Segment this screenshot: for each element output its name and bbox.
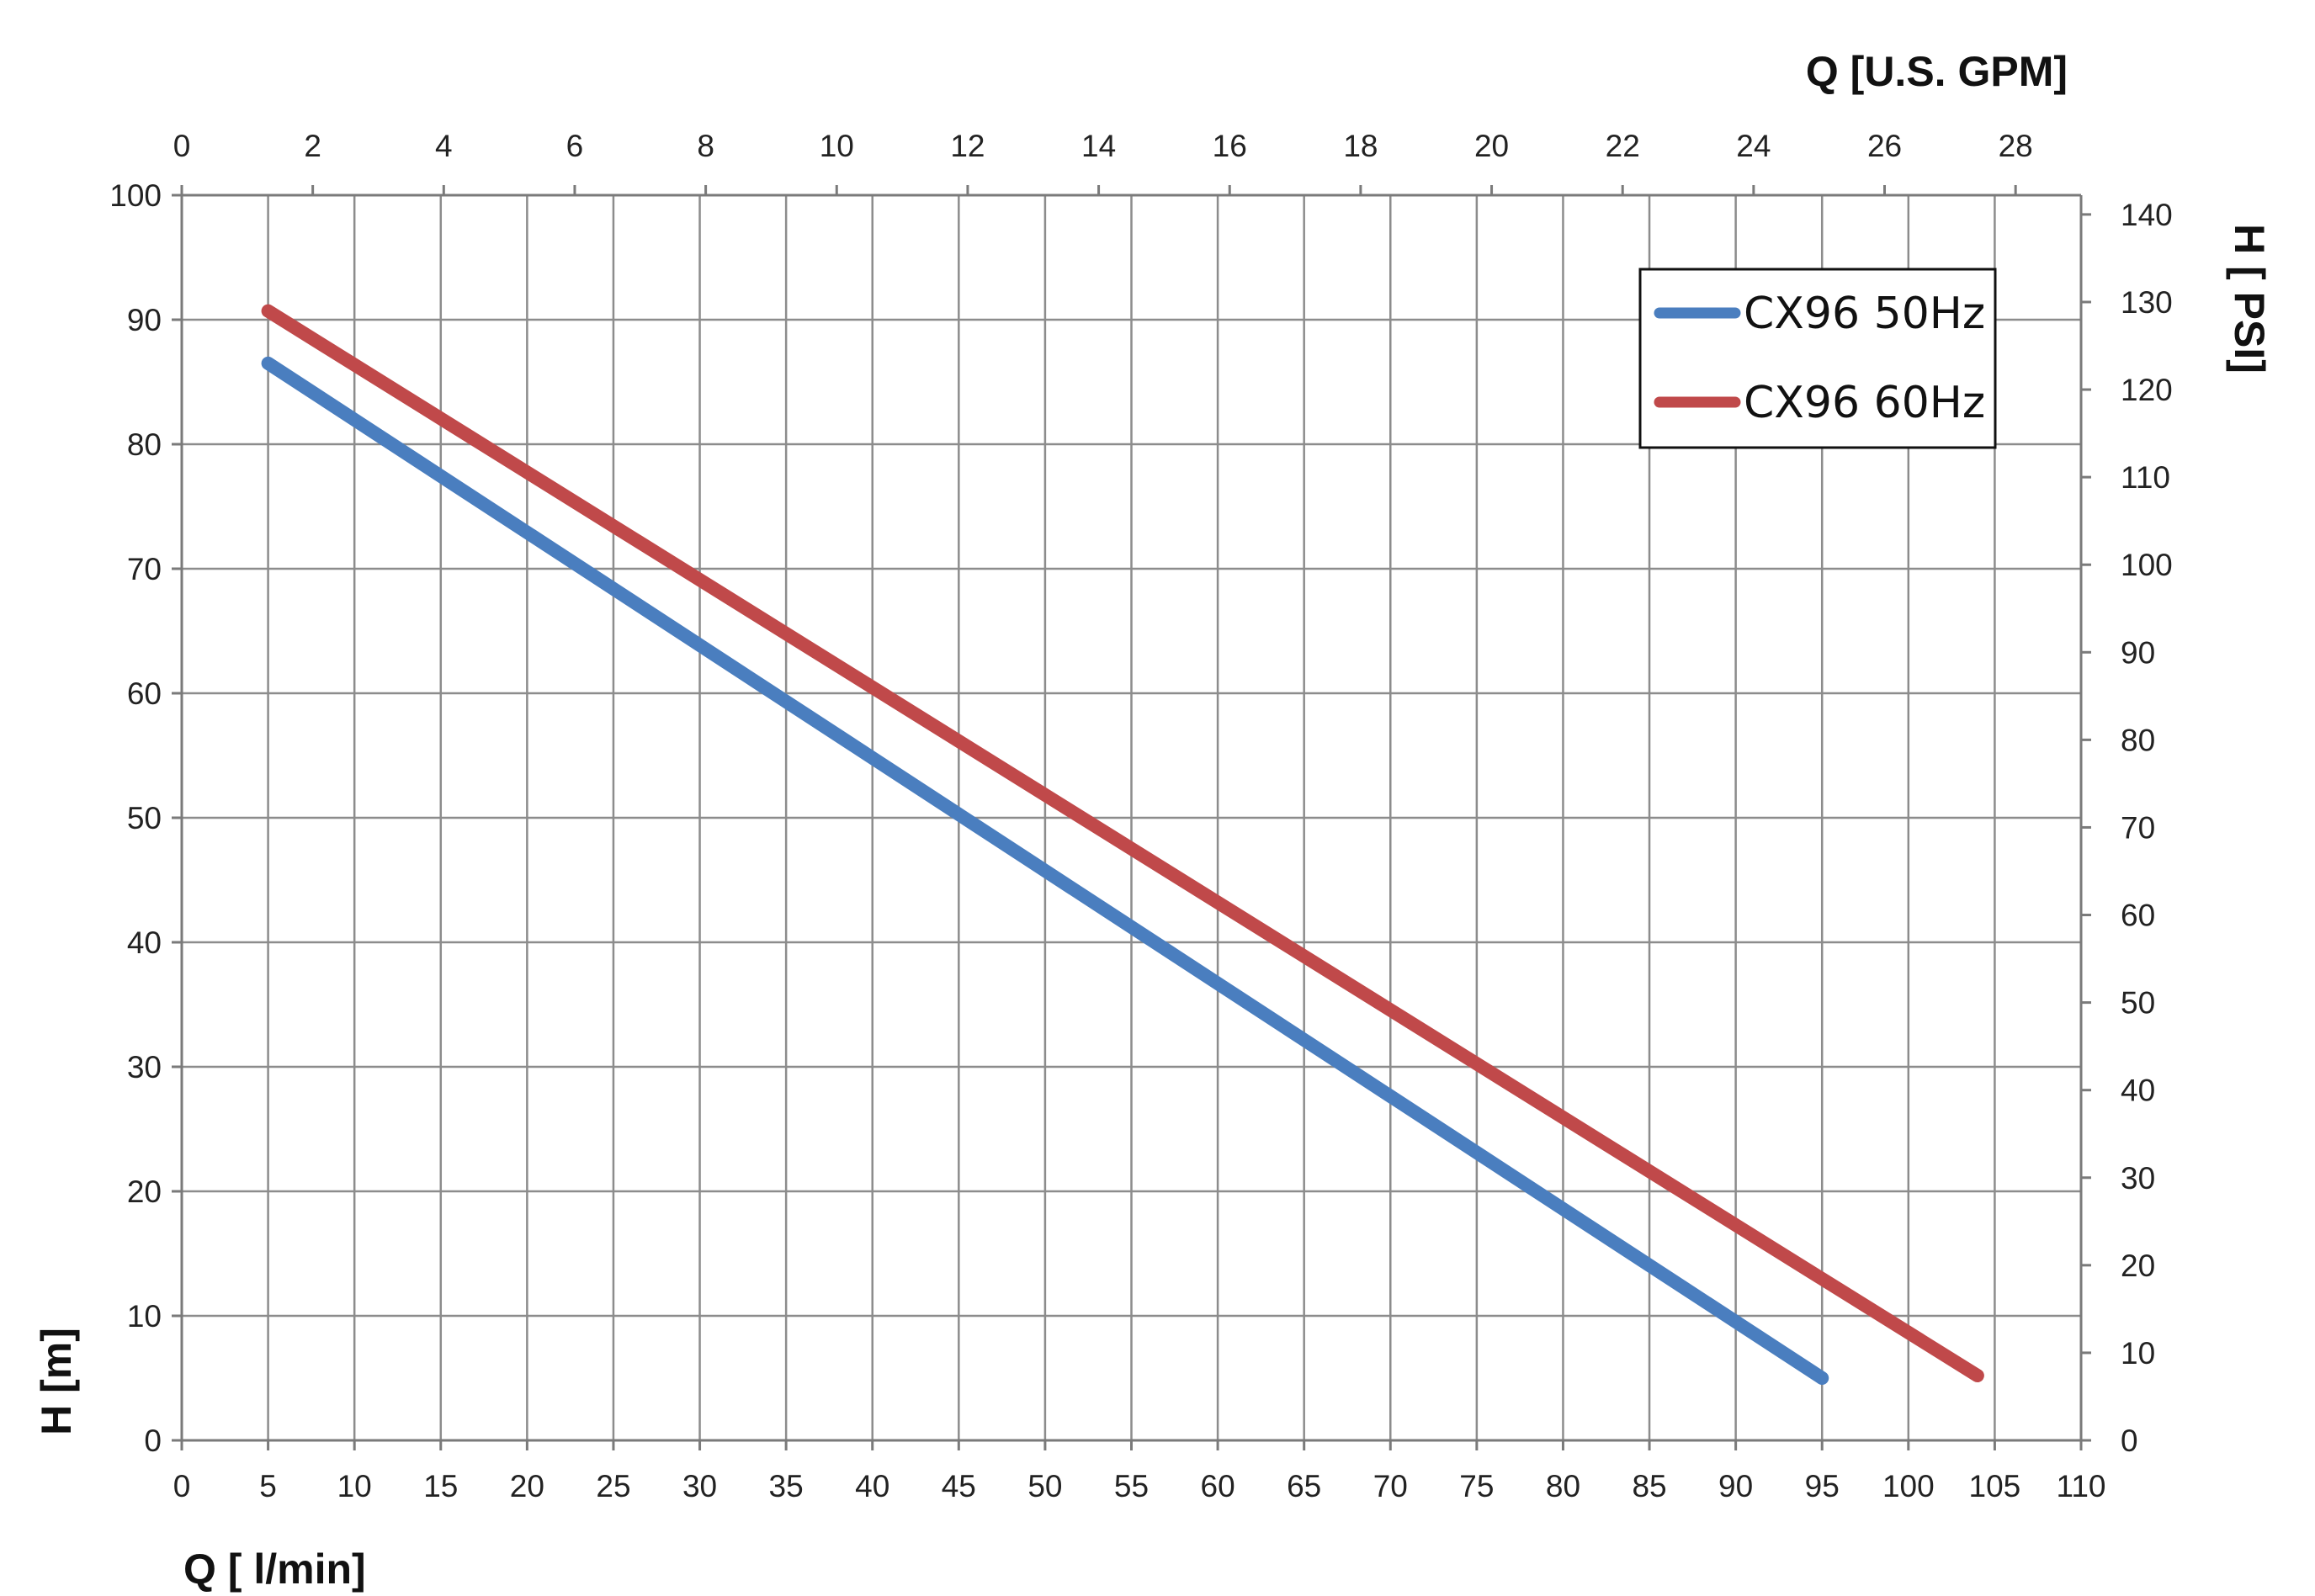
x2-tick-label-6: 12 bbox=[950, 129, 985, 163]
y-axis-title-right: H [ PSI] bbox=[2226, 224, 2273, 374]
x-tick-label-12: 60 bbox=[1201, 1469, 1235, 1503]
x-tick-label-10: 50 bbox=[1027, 1469, 1062, 1503]
legend-label-cx96-50hz: CX96 50Hz bbox=[1744, 289, 1985, 339]
series-line-cx96-60hz bbox=[261, 304, 1984, 1383]
y-tick-label-0: 0 bbox=[144, 1424, 162, 1458]
x-tick-label-17: 85 bbox=[1632, 1469, 1666, 1503]
x-tick-label-11: 55 bbox=[1114, 1469, 1149, 1503]
y2-tick-label-13: 130 bbox=[2121, 285, 2173, 320]
y2-tick-label-10: 100 bbox=[2121, 548, 2173, 582]
y-tick-label-7: 70 bbox=[127, 552, 162, 586]
x-tick-label-3: 15 bbox=[423, 1469, 458, 1503]
y-tick-label-1: 10 bbox=[127, 1299, 162, 1334]
y-tick-label-5: 50 bbox=[127, 801, 162, 835]
x2-tick-label-4: 8 bbox=[697, 129, 714, 163]
x2-tick-label-1: 2 bbox=[304, 129, 321, 163]
y2-tick-label-0: 0 bbox=[2121, 1424, 2138, 1458]
y2-tick-label-4: 40 bbox=[2121, 1074, 2155, 1108]
y-tick-label-3: 30 bbox=[127, 1050, 162, 1084]
y-tick-label-10: 100 bbox=[109, 178, 162, 213]
x2-tick-label-9: 18 bbox=[1343, 129, 1378, 163]
x2-tick-label-0: 0 bbox=[173, 129, 191, 163]
x-tick-label-21: 105 bbox=[1969, 1469, 2021, 1503]
x2-tick-label-8: 16 bbox=[1213, 129, 1247, 163]
x-tick-label-15: 75 bbox=[1459, 1469, 1494, 1503]
x2-tick-label-12: 24 bbox=[1736, 129, 1771, 163]
x-axis-title-bottom: Q [ l/min] bbox=[183, 1546, 366, 1593]
y2-tick-label-8: 80 bbox=[2121, 723, 2155, 757]
x2-tick-label-13: 26 bbox=[1867, 129, 1902, 163]
series-line-cx96-50hz bbox=[261, 356, 1829, 1385]
x-tick-label-1: 5 bbox=[259, 1469, 277, 1503]
x2-tick-label-7: 14 bbox=[1081, 129, 1116, 163]
legend-label-cx96-60hz: CX96 60Hz bbox=[1744, 378, 1985, 428]
x-tick-label-7: 35 bbox=[769, 1469, 804, 1503]
x-tick-label-14: 70 bbox=[1373, 1469, 1408, 1503]
y-tick-label-4: 40 bbox=[127, 925, 162, 960]
axes bbox=[172, 185, 2091, 1450]
y2-tick-label-7: 70 bbox=[2121, 810, 2155, 845]
x-tick-label-20: 100 bbox=[1882, 1469, 1935, 1503]
x-tick-label-16: 80 bbox=[1546, 1469, 1580, 1503]
x-tick-label-6: 30 bbox=[682, 1469, 717, 1503]
x-tick-label-19: 95 bbox=[1805, 1469, 1840, 1503]
x-tick-label-9: 45 bbox=[942, 1469, 976, 1503]
y-tick-label-8: 80 bbox=[127, 427, 162, 462]
tick-labels: 0 5 10 15 20 25 30 35 40 45 50 55 60 65 70 75 80 85 90 95 10… bbox=[109, 129, 2172, 1503]
y2-tick-label-2: 20 bbox=[2121, 1249, 2155, 1283]
y-tick-label-2: 20 bbox=[127, 1174, 162, 1209]
y2-tick-label-11: 110 bbox=[2121, 460, 2170, 495]
y2-tick-label-12: 120 bbox=[2121, 373, 2173, 407]
y2-tick-label-5: 50 bbox=[2121, 986, 2155, 1021]
y-tick-label-6: 60 bbox=[127, 676, 162, 711]
x-tick-label-18: 90 bbox=[1718, 1469, 1753, 1503]
y-tick-label-9: 90 bbox=[127, 303, 162, 337]
x-tick-label-8: 40 bbox=[855, 1469, 889, 1503]
x-tick-label-22: 110 bbox=[2057, 1469, 2106, 1503]
x2-tick-label-11: 22 bbox=[1606, 129, 1640, 163]
y2-tick-label-6: 60 bbox=[2121, 899, 2155, 933]
x2-tick-label-10: 20 bbox=[1474, 129, 1509, 163]
x-tick-label-5: 25 bbox=[596, 1469, 630, 1503]
x-tick-label-2: 10 bbox=[337, 1469, 372, 1503]
x-tick-label-4: 20 bbox=[510, 1469, 544, 1503]
x-axis-title-top: Q [U.S. GPM] bbox=[1806, 48, 2068, 95]
x2-tick-label-3: 6 bbox=[566, 129, 584, 163]
y2-tick-label-1: 10 bbox=[2121, 1336, 2155, 1371]
y2-tick-label-14: 140 bbox=[2121, 198, 2173, 232]
x2-tick-label-2: 4 bbox=[435, 129, 453, 163]
x2-tick-label-5: 10 bbox=[820, 129, 854, 163]
x2-tick-label-14: 28 bbox=[1999, 129, 2033, 163]
x-tick-label-0: 0 bbox=[173, 1469, 191, 1503]
y2-tick-label-3: 30 bbox=[2121, 1161, 2155, 1196]
legend-box bbox=[1638, 268, 1997, 449]
y-axis-title-left: H [m] bbox=[33, 1328, 80, 1435]
y2-tick-label-9: 90 bbox=[2121, 635, 2155, 670]
series-lines bbox=[261, 304, 1984, 1385]
legend: CX96 50Hz CX96 60Hz bbox=[1638, 268, 1997, 449]
x-tick-label-13: 65 bbox=[1287, 1469, 1321, 1503]
